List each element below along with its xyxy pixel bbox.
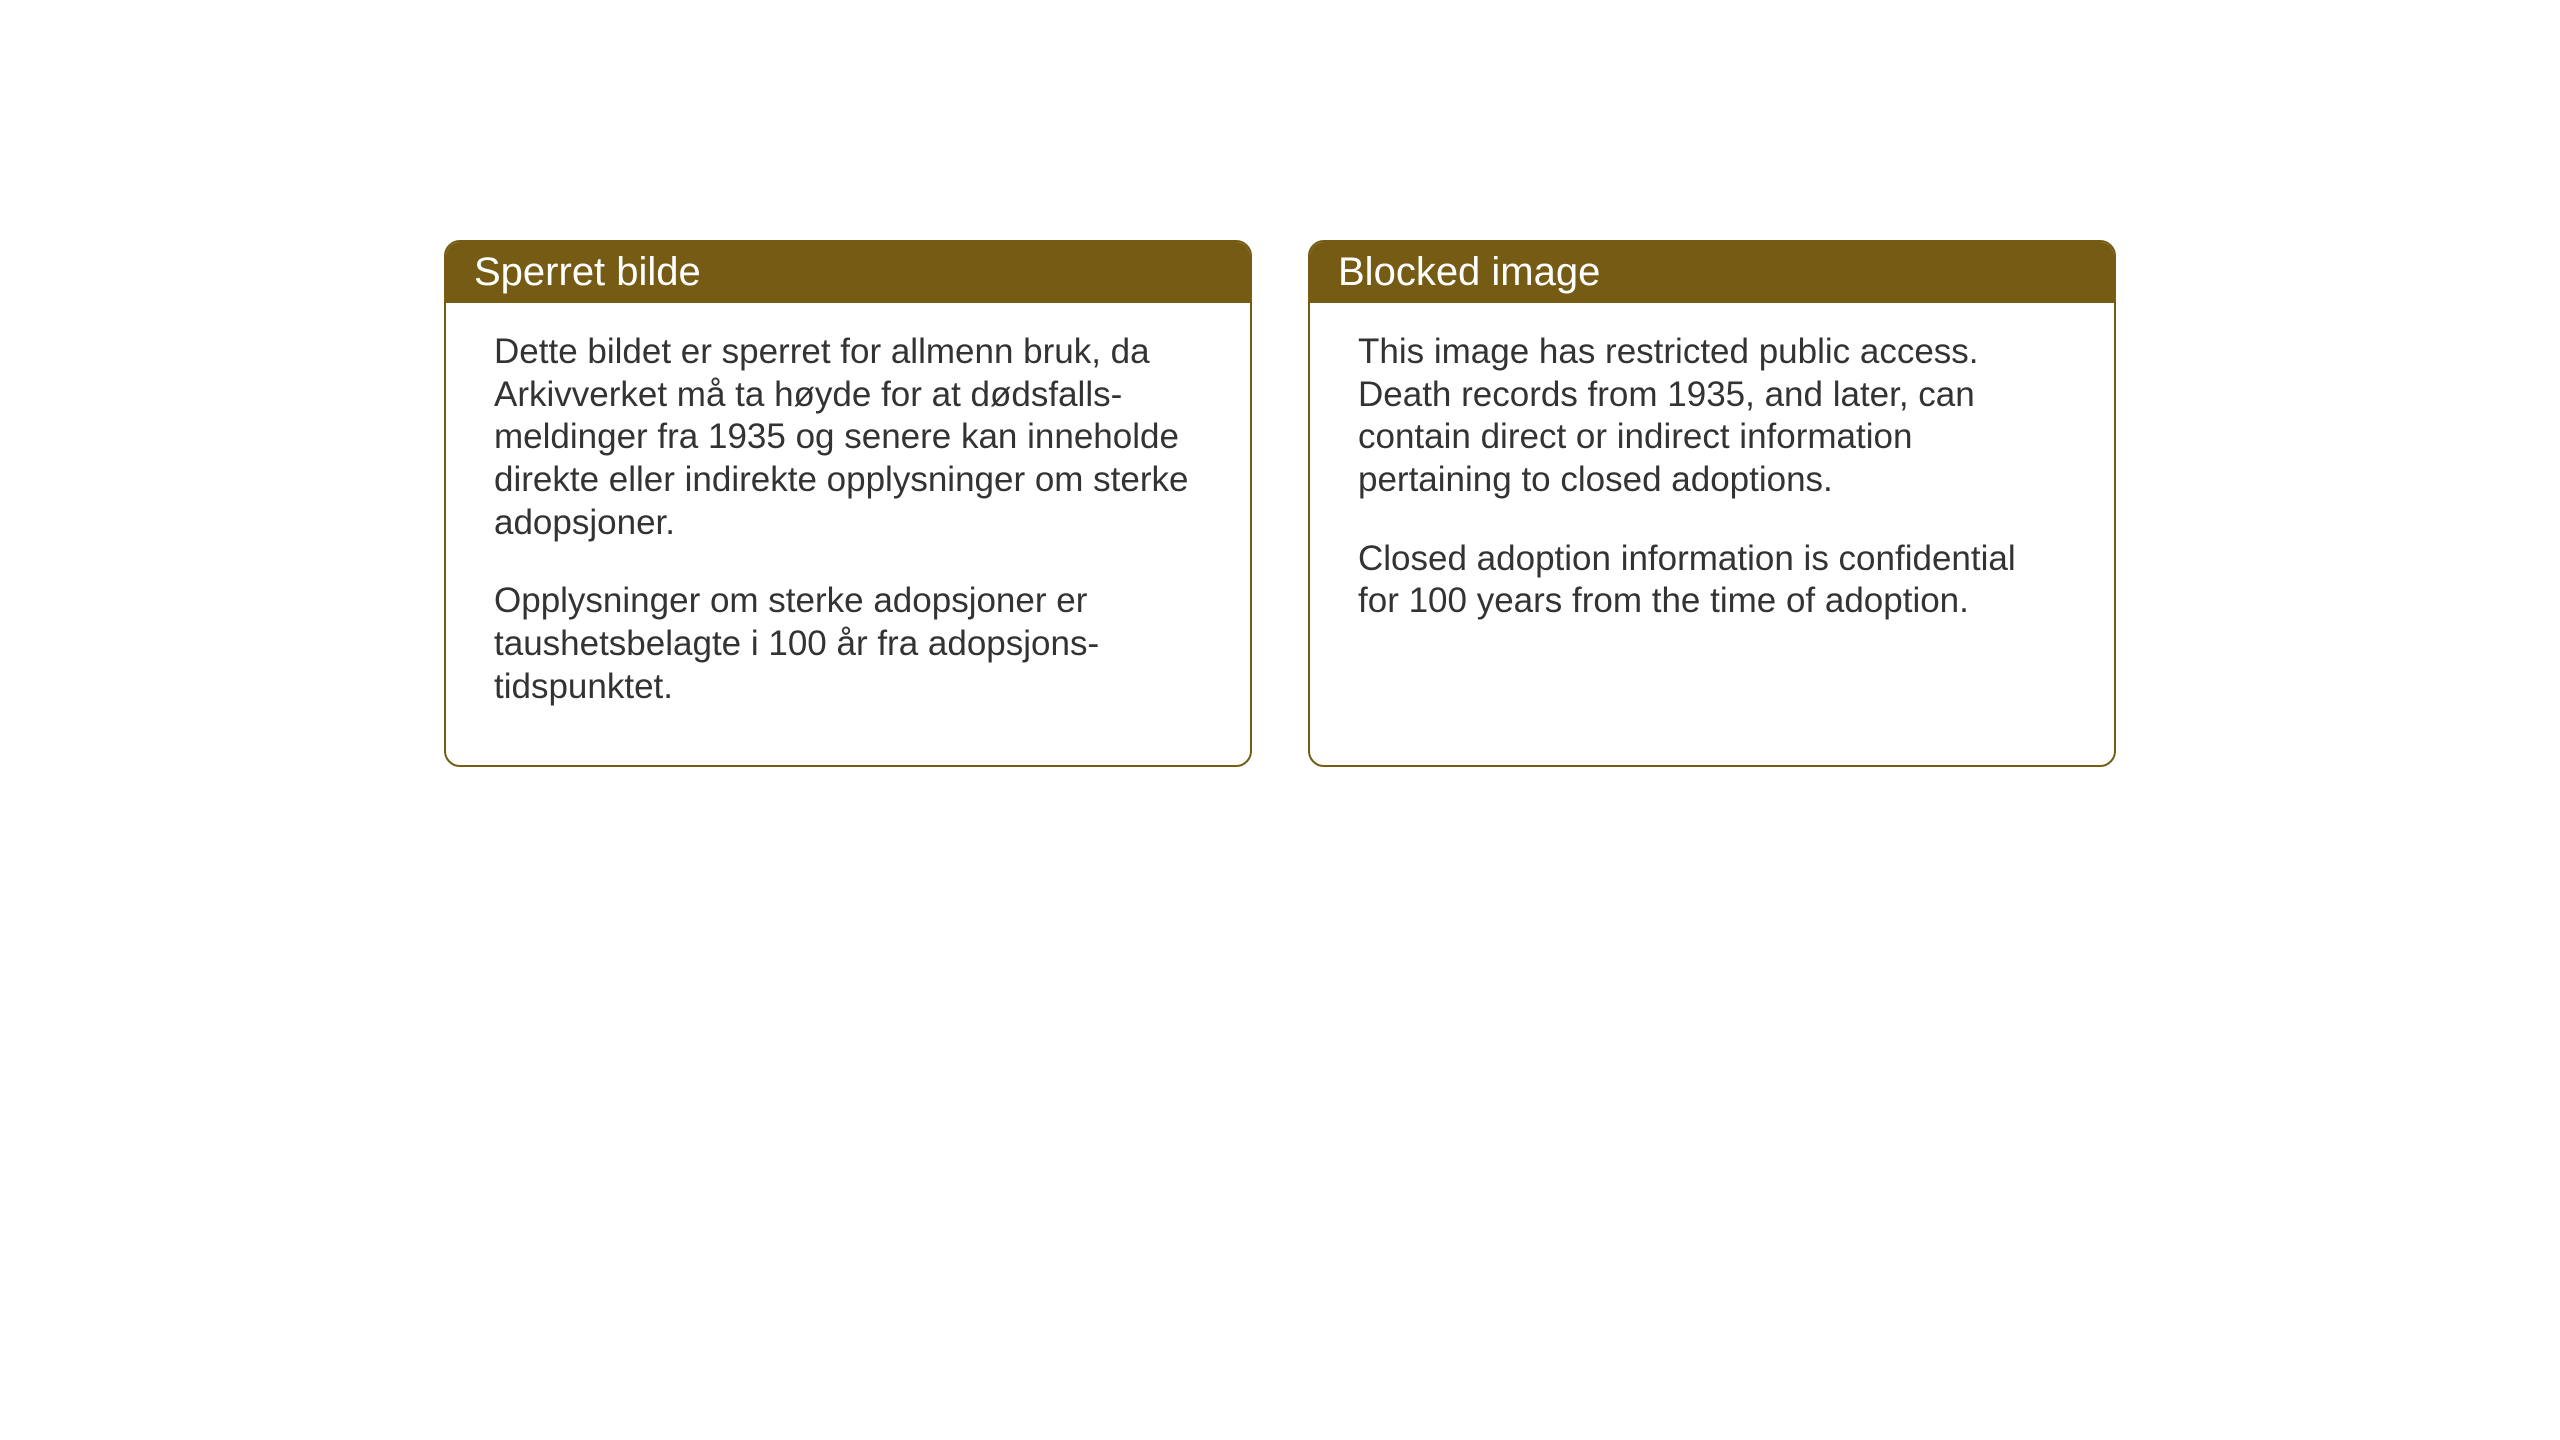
notice-paragraph-1-english: This image has restricted public access.… [1358, 331, 2066, 502]
notice-title-norwegian: Sperret bilde [474, 250, 701, 294]
notice-paragraph-1-norwegian: Dette bildet er sperret for allmenn bruk… [494, 331, 1202, 544]
notice-container: Sperret bilde Dette bildet er sperret fo… [444, 240, 2116, 767]
notice-header-english: Blocked image [1310, 242, 2114, 303]
notice-card-norwegian: Sperret bilde Dette bildet er sperret fo… [444, 240, 1252, 767]
notice-body-english: This image has restricted public access.… [1310, 303, 2114, 679]
notice-paragraph-2-english: Closed adoption information is confident… [1358, 538, 2066, 623]
notice-paragraph-2-norwegian: Opplysninger om sterke adopsjoner er tau… [494, 580, 1202, 708]
notice-card-english: Blocked image This image has restricted … [1308, 240, 2116, 767]
notice-title-english: Blocked image [1338, 250, 1600, 294]
notice-header-norwegian: Sperret bilde [446, 242, 1250, 303]
notice-body-norwegian: Dette bildet er sperret for allmenn bruk… [446, 303, 1250, 765]
